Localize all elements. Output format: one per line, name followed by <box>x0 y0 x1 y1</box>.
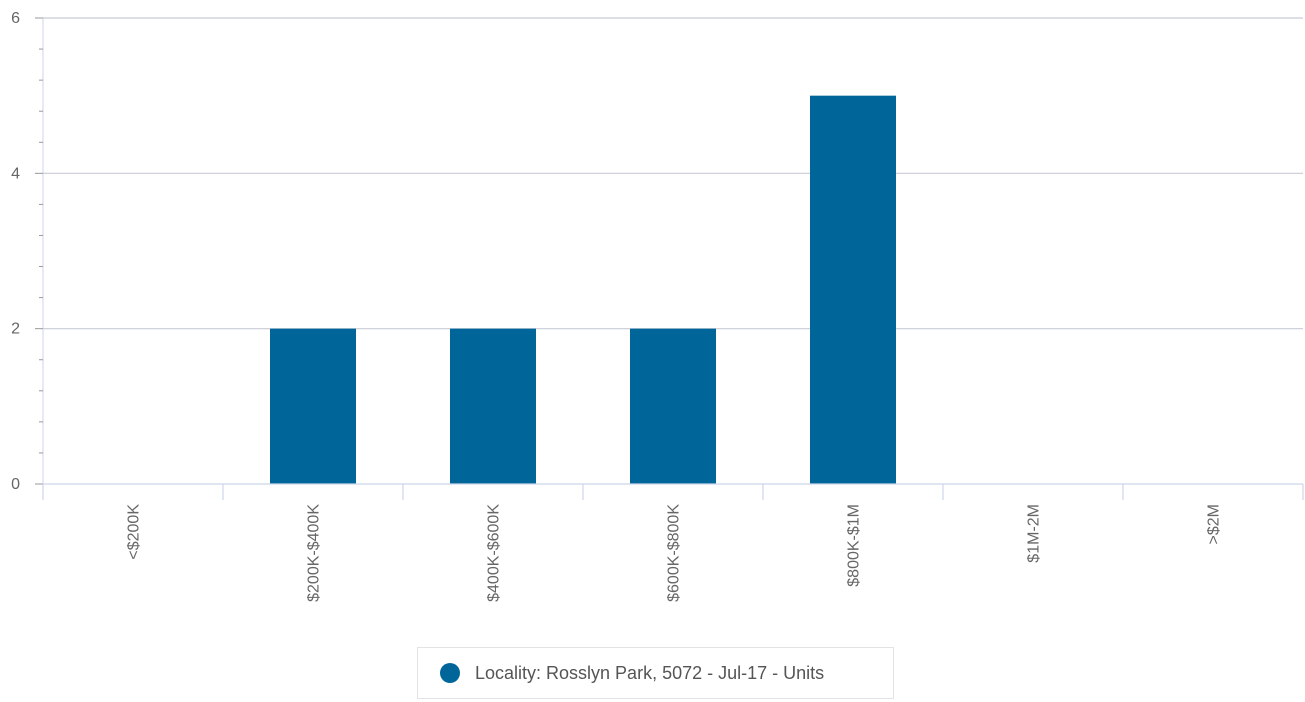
y-tick-label: 0 <box>11 476 20 493</box>
bar-chart: 0 2 4 6 <$200K $200K-$400K $400K-$600K $600K-$… <box>11 10 1304 602</box>
y-tick-label: 4 <box>11 165 20 182</box>
y-tick-label: 2 <box>11 321 20 338</box>
x-tick-label: $200K-$400K <box>306 504 323 602</box>
x-tick-label: >$2M <box>1206 504 1223 544</box>
x-tick-label: <$200K <box>126 504 143 560</box>
bar <box>630 328 716 484</box>
x-tick-label: $400K-$600K <box>486 504 503 602</box>
bar <box>810 95 896 485</box>
x-tick-label: $600K-$800K <box>666 504 683 602</box>
legend-item-label: Locality: Rosslyn Park, 5072 - Jul-17 - … <box>475 662 825 683</box>
legend[interactable]: Locality: Rosslyn Park, 5072 - Jul-17 - … <box>417 647 894 699</box>
bar <box>270 328 356 484</box>
legend-marker-icon <box>440 663 460 683</box>
y-tick-label: 6 <box>11 10 20 27</box>
grid-lines <box>43 17 1303 330</box>
y-axis: 0 2 4 6 <box>11 10 44 493</box>
x-tick-label: $1M-2M <box>1026 504 1043 563</box>
x-tick-label: $800K-$1M <box>846 504 863 587</box>
bar-series <box>270 95 896 485</box>
x-axis: <$200K $200K-$400K $400K-$600K $600K-$800K $… <box>42 483 1304 602</box>
bar <box>450 328 536 484</box>
